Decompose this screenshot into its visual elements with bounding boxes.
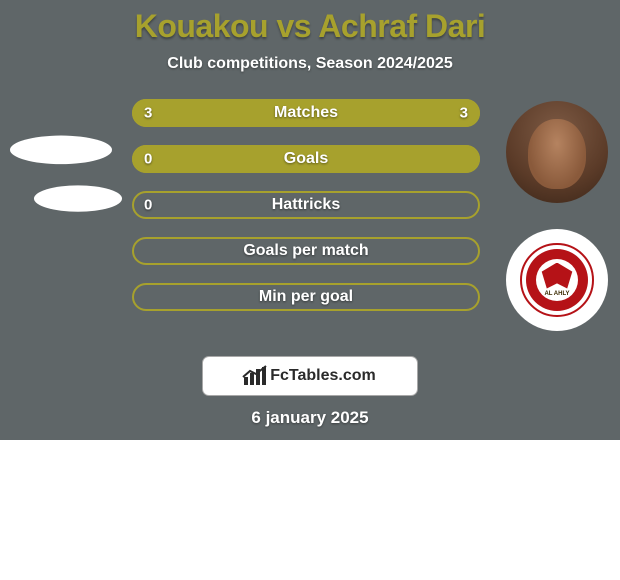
comparison-content: AL AHLY Matches 3 3 Goals 0 Hattricks 0 Goals p… xyxy=(0,99,620,339)
stat-label: Goals xyxy=(284,150,328,168)
stat-right-value: 3 xyxy=(460,105,468,122)
club-name: AL AHLY xyxy=(520,291,594,297)
brand-badge[interactable]: FcTables.com xyxy=(202,356,418,396)
left-player-column xyxy=(6,99,116,251)
right-player-avatar xyxy=(506,101,608,203)
club-badge: AL AHLY xyxy=(520,243,594,317)
stat-bar: Min per goal xyxy=(132,283,480,311)
stat-bars: Matches 3 3 Goals 0 Hattricks 0 Goals per match… xyxy=(132,99,480,311)
stat-bar: Goals per match xyxy=(132,237,480,265)
subtitle: Club competitions, Season 2024/2025 xyxy=(0,55,620,73)
stat-left-value: 0 xyxy=(144,151,152,168)
stat-label: Hattricks xyxy=(272,196,340,214)
stat-left-value: 3 xyxy=(144,105,152,122)
left-player-avatar xyxy=(10,136,112,165)
stat-label: Goals per match xyxy=(243,242,368,260)
brand-text: FcTables.com xyxy=(270,367,376,385)
chart-icon xyxy=(244,367,266,385)
right-club-avatar: AL AHLY xyxy=(506,229,608,331)
stat-bar: Hattricks 0 xyxy=(132,191,480,219)
stat-label: Min per goal xyxy=(259,288,353,306)
stat-bar: Goals 0 xyxy=(132,145,480,173)
left-club-avatar xyxy=(34,185,122,211)
stat-bar: Matches 3 3 xyxy=(132,99,480,127)
comparison-card: Kouakou vs Achraf Dari Club competitions… xyxy=(0,0,620,440)
date-label: 6 january 2025 xyxy=(0,408,620,428)
right-player-column: AL AHLY xyxy=(502,99,612,331)
stat-label: Matches xyxy=(274,104,338,122)
page-title: Kouakou vs Achraf Dari xyxy=(0,8,620,45)
stat-left-value: 0 xyxy=(144,197,152,214)
